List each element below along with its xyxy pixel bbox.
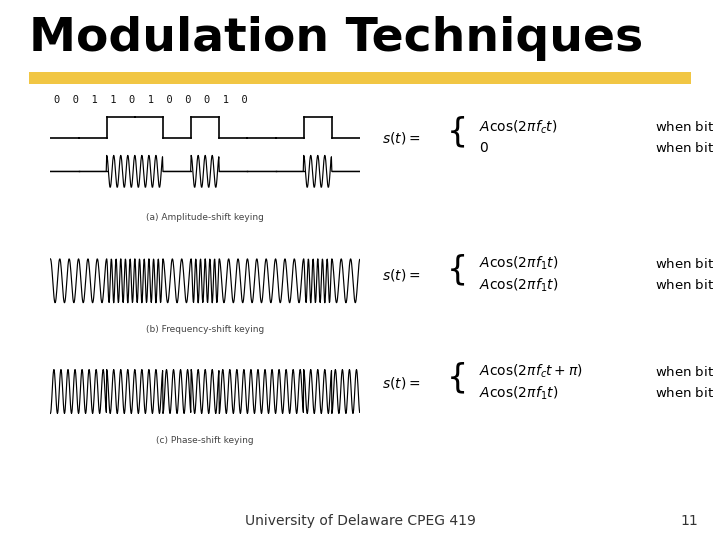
Text: University of Delaware CPEG 419: University of Delaware CPEG 419 <box>245 514 475 528</box>
Text: $\{$: $\{$ <box>446 360 465 396</box>
Text: when bit $= 1$: when bit $= 1$ <box>655 120 720 134</box>
Text: (a) Amplitude-shift keying: (a) Amplitude-shift keying <box>146 213 264 222</box>
Text: when bit $= 1$: when bit $= 1$ <box>655 364 720 379</box>
Text: $s(t)=$: $s(t)=$ <box>382 267 420 284</box>
Bar <box>29 72 691 84</box>
Text: $A\cos(2\pi f_c t)$: $A\cos(2\pi f_c t)$ <box>479 118 557 136</box>
Text: $A\cos(2\pi f_1 t)$: $A\cos(2\pi f_1 t)$ <box>479 255 558 272</box>
Text: $0$: $0$ <box>479 141 489 155</box>
Text: $\{$: $\{$ <box>446 114 465 150</box>
Text: $A\cos(2\pi f_1 t)$: $A\cos(2\pi f_1 t)$ <box>479 384 558 402</box>
Text: 11: 11 <box>680 514 698 528</box>
Text: $A\cos(2\pi f_c t + \pi)$: $A\cos(2\pi f_c t + \pi)$ <box>479 363 582 380</box>
Text: when bit $= 0$: when bit $= 0$ <box>655 141 720 155</box>
Text: 0  0  1  1  0  1  0  0  0  1  0: 0 0 1 1 0 1 0 0 0 1 0 <box>54 95 248 105</box>
Text: $s(t)=$: $s(t)=$ <box>382 375 420 391</box>
Text: (b) Frequency-shift keying: (b) Frequency-shift keying <box>146 325 264 334</box>
Text: when bit $= 0$: when bit $= 0$ <box>655 278 720 292</box>
Text: $\{$: $\{$ <box>446 252 465 288</box>
Text: (c) Phase-shift keying: (c) Phase-shift keying <box>156 436 254 445</box>
Text: when bit $= 0$: when bit $= 0$ <box>655 386 720 400</box>
Text: when bit $= 1$: when bit $= 1$ <box>655 256 720 271</box>
Text: $s(t)=$: $s(t)=$ <box>382 130 420 146</box>
Text: $A\cos(2\pi f_1 t)$: $A\cos(2\pi f_1 t)$ <box>479 276 558 294</box>
Text: Modulation Techniques: Modulation Techniques <box>29 16 643 61</box>
